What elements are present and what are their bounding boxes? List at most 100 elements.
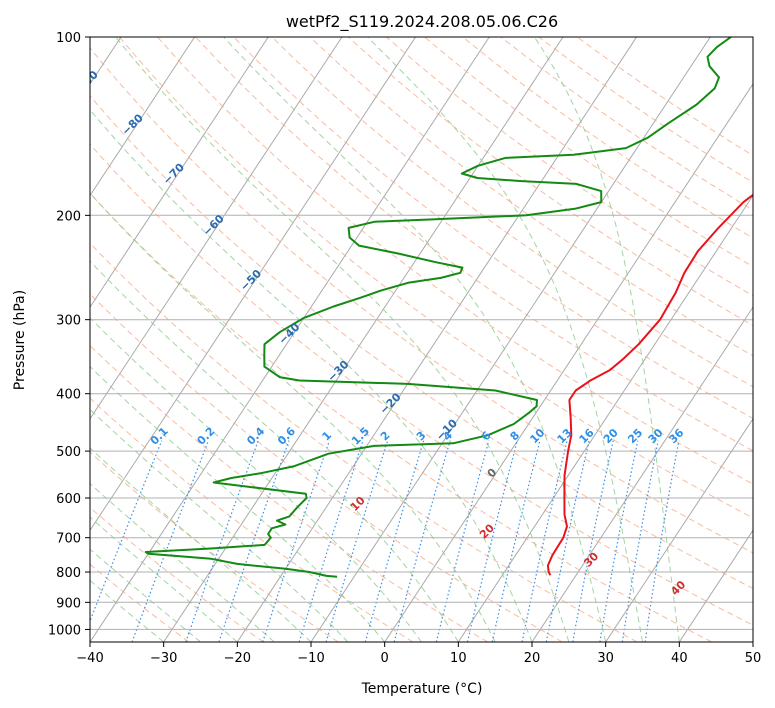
isotherm-line bbox=[752, 641, 753, 642]
dry-adiabat-line bbox=[90, 344, 488, 642]
moist-adiabat-line bbox=[90, 579, 165, 642]
x-tick-label: 40 bbox=[671, 651, 688, 666]
isotherm-line bbox=[90, 37, 196, 197]
moist-adiabat-line bbox=[367, 37, 643, 642]
mixing-ratio-line bbox=[521, 440, 568, 642]
isotherm-label: −90 bbox=[74, 68, 101, 95]
mixing-ratio-label: 6 bbox=[479, 429, 494, 444]
mixing-ratio-line bbox=[599, 440, 639, 642]
dry-adiabat-line bbox=[90, 47, 753, 554]
isotherm-line bbox=[457, 194, 753, 642]
isotherm-label: −40 bbox=[276, 320, 303, 347]
y-tick-label: 1000 bbox=[48, 623, 81, 638]
x-tick-label: 30 bbox=[597, 651, 614, 666]
x-axis-title: Temperature (°C) bbox=[361, 681, 483, 697]
dry-adiabat-line bbox=[462, 37, 753, 239]
moist-adiabat-line bbox=[90, 482, 275, 642]
isotherm-label: −50 bbox=[238, 267, 265, 294]
dry-adiabat-line bbox=[309, 37, 753, 357]
x-tick-label: −10 bbox=[297, 651, 324, 666]
isotherm-label: 0 bbox=[485, 466, 500, 481]
moist-adiabat-line bbox=[90, 260, 459, 642]
isotherm-label: −30 bbox=[325, 358, 352, 385]
y-tick-label: 500 bbox=[56, 445, 81, 460]
dry-adiabat-line bbox=[90, 143, 753, 626]
moist-adiabat-line bbox=[90, 516, 238, 642]
dry-adiabat-line bbox=[195, 37, 753, 452]
mixing-ratio-label: 36 bbox=[666, 426, 686, 446]
isotherm-line bbox=[90, 37, 343, 420]
isotherm-line bbox=[90, 37, 417, 532]
plot-frame bbox=[89, 36, 754, 643]
mixing-ratio-line bbox=[621, 440, 659, 642]
dewpoint-profile-line bbox=[144, 37, 732, 578]
isotherm-line bbox=[163, 37, 564, 642]
y-tick-label: 300 bbox=[56, 314, 81, 329]
moist-adiabat-line bbox=[90, 365, 386, 642]
isotherm-label: −20 bbox=[377, 390, 404, 417]
isotherm-line bbox=[678, 529, 753, 642]
mixing-ratio-line bbox=[572, 440, 614, 642]
mixing-ratio-line bbox=[185, 440, 259, 642]
dry-adiabat-line bbox=[386, 37, 753, 297]
mixing-ratio-label: 3 bbox=[414, 429, 429, 444]
thermo-background bbox=[90, 37, 753, 642]
moist-adiabat-label: 20 bbox=[477, 521, 497, 541]
moist-adiabat-line bbox=[533, 37, 680, 642]
dry-adiabat-line bbox=[157, 37, 753, 485]
pressure-gridlines bbox=[90, 37, 753, 630]
mixing-ratio-label: 16 bbox=[577, 426, 597, 446]
profile-lines bbox=[144, 37, 753, 578]
y-tick-label: 600 bbox=[56, 492, 81, 507]
mixing-ratio-label: 10 bbox=[527, 426, 547, 446]
moist-adiabat-label: 30 bbox=[581, 549, 601, 569]
y-tick-label: 400 bbox=[56, 388, 81, 403]
dry-adiabat-line bbox=[233, 37, 753, 419]
moist-adiabat-line bbox=[90, 548, 201, 642]
mixing-ratio-label: 8 bbox=[508, 429, 523, 444]
x-tick-label: 20 bbox=[524, 651, 541, 666]
mixing-ratio-line bbox=[364, 440, 425, 642]
mixing-ratio-line bbox=[393, 440, 451, 642]
moist-adiabat-line bbox=[90, 317, 422, 642]
y-tick-label: 800 bbox=[56, 566, 81, 581]
x-tick-label: 50 bbox=[745, 651, 762, 666]
mixing-ratio-label: 2 bbox=[378, 429, 393, 444]
x-tick-label: −20 bbox=[224, 651, 251, 666]
dry-adiabat-line bbox=[118, 37, 753, 519]
mixing-ratio-label: 1 bbox=[320, 429, 335, 444]
mixing-ratio-line bbox=[435, 440, 490, 642]
temperature-profile-line bbox=[546, 193, 753, 576]
dry-adiabat-line bbox=[271, 37, 753, 388]
isotherm-label: −80 bbox=[119, 111, 146, 138]
isotherm-line bbox=[90, 37, 269, 309]
isotherm-label: −70 bbox=[160, 161, 187, 188]
y-axis: 100 200 300 400 500 600 700 800 900 1000 bbox=[48, 31, 90, 638]
mixing-ratio-line bbox=[491, 440, 541, 642]
mixing-ratio-line bbox=[644, 440, 680, 642]
dry-adiabat-line bbox=[576, 37, 753, 157]
mixing-ratio-label: 0.2 bbox=[195, 425, 218, 448]
x-tick-label: −30 bbox=[150, 651, 177, 666]
y-tick-label: 900 bbox=[56, 596, 81, 611]
dry-adiabat-line bbox=[90, 506, 264, 642]
isotherm-line bbox=[384, 83, 753, 642]
moist-adiabat-line bbox=[90, 192, 496, 642]
isotherm-line bbox=[531, 306, 753, 642]
moist-adiabat-line bbox=[90, 108, 533, 642]
dry-adiabat-line bbox=[424, 37, 753, 268]
dry-adiabat-line bbox=[347, 37, 753, 327]
mixing-ratio-label: 0.1 bbox=[148, 425, 171, 448]
moist-adiabat-line bbox=[90, 447, 312, 642]
mixing-ratio-line bbox=[325, 440, 389, 642]
mixing-ratio-label: 25 bbox=[625, 426, 645, 446]
isotherm-line bbox=[236, 37, 638, 642]
chart-title: wetPf2_S119.2024.208.05.06.C26 bbox=[286, 12, 558, 32]
mixing-ratio-label: 0.4 bbox=[244, 424, 267, 447]
mixing-ratio-line bbox=[466, 440, 518, 642]
dry-adiabat-line bbox=[90, 293, 563, 642]
y-tick-label: 200 bbox=[56, 209, 81, 224]
isotherm-line bbox=[605, 417, 753, 642]
moist-adiabat-line bbox=[90, 408, 349, 642]
